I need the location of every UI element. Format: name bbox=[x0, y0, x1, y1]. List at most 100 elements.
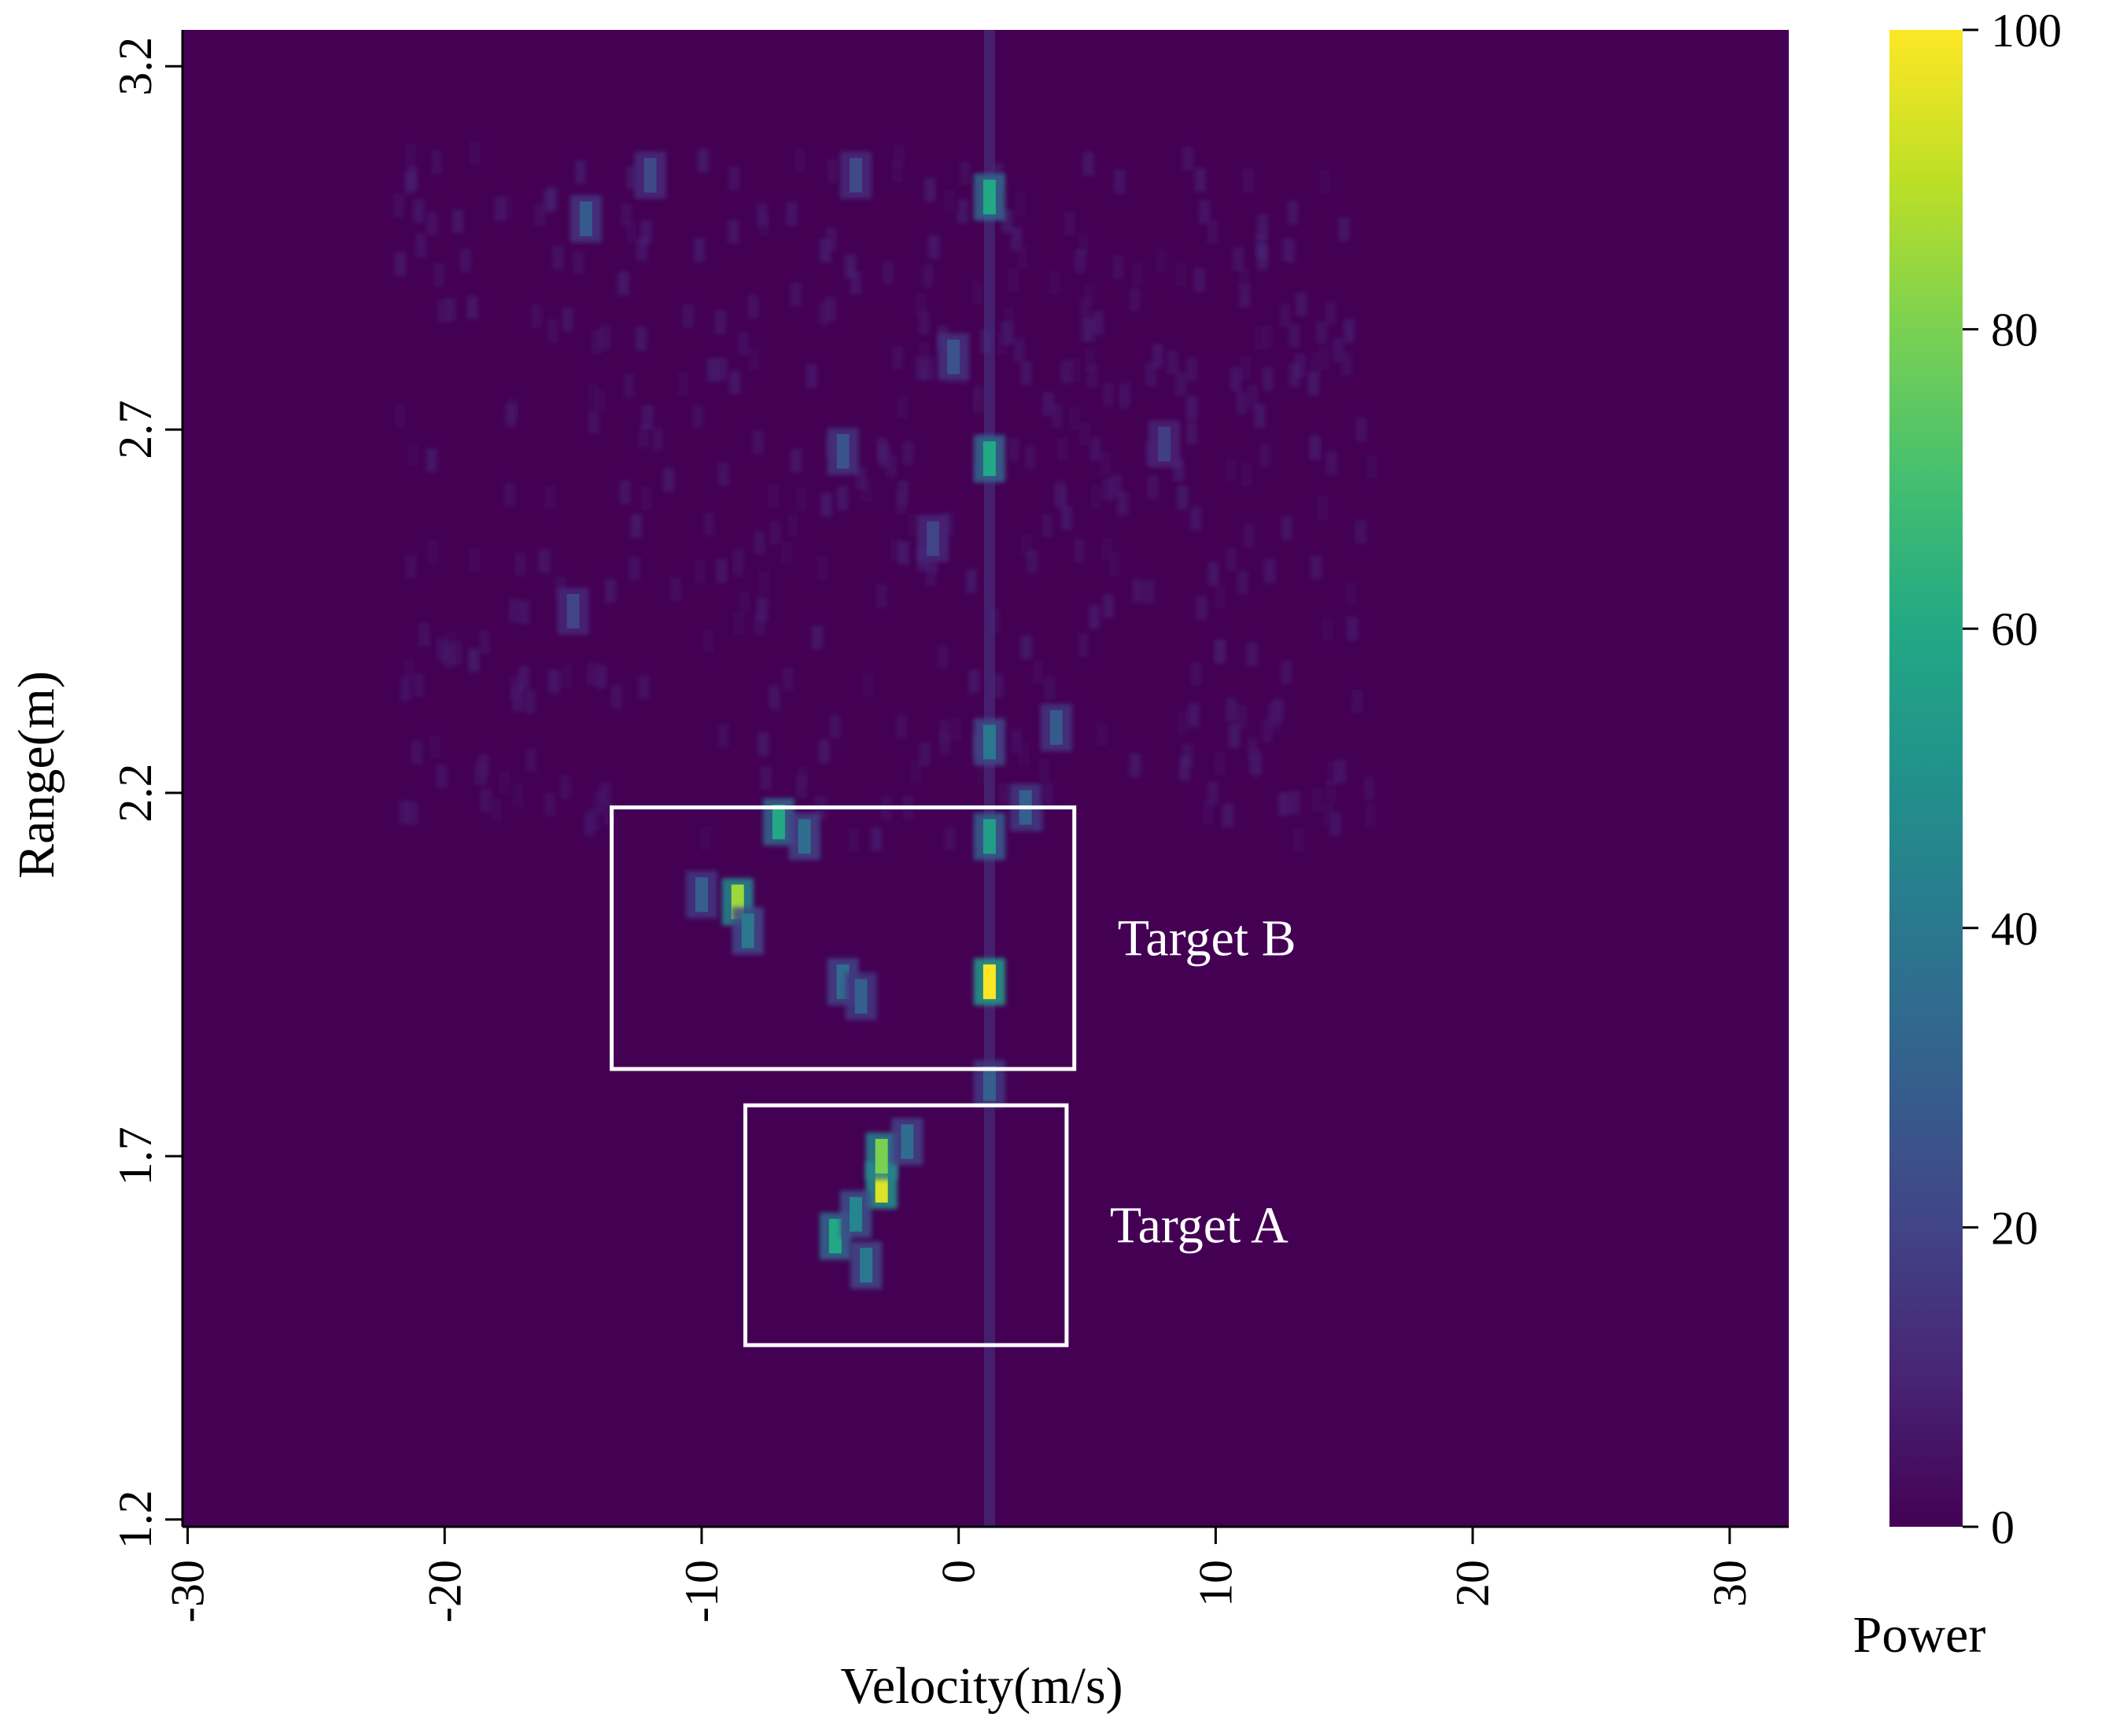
hotspot-cell bbox=[947, 339, 960, 374]
noise-cell bbox=[1089, 605, 1100, 629]
noise-cell bbox=[452, 209, 464, 234]
hotspot-cell bbox=[875, 1138, 888, 1174]
hotspot-cell bbox=[982, 441, 996, 477]
noise-cell bbox=[1311, 555, 1322, 579]
noise-cell bbox=[882, 260, 894, 285]
noise-cell bbox=[1008, 437, 1020, 462]
hotspot-cell bbox=[850, 1196, 863, 1232]
noise-cell bbox=[1078, 633, 1089, 658]
noise-cell bbox=[836, 486, 848, 510]
x-tick-label: -20 bbox=[418, 1560, 470, 1623]
hotspot-cell bbox=[901, 1124, 914, 1159]
noise-cell bbox=[413, 199, 425, 223]
noise-cell bbox=[997, 330, 1008, 355]
noise-cell bbox=[898, 541, 909, 566]
noise-cell bbox=[697, 149, 709, 173]
noise-cell bbox=[1177, 485, 1189, 510]
noise-cell bbox=[737, 332, 749, 356]
noise-cell bbox=[1102, 594, 1114, 618]
noise-cell bbox=[400, 677, 411, 702]
noise-cell bbox=[437, 299, 448, 323]
noise-cell bbox=[629, 556, 640, 581]
noise-cell bbox=[1084, 283, 1096, 308]
noise-cell bbox=[717, 462, 729, 486]
noise-cell bbox=[1226, 698, 1237, 722]
y-tick-label: 1.7 bbox=[109, 1126, 161, 1185]
noise-cell bbox=[927, 234, 939, 259]
noise-cell bbox=[1131, 262, 1143, 286]
noise-cell bbox=[1075, 249, 1086, 273]
noise-cell bbox=[1226, 547, 1237, 572]
noise-cell bbox=[1090, 485, 1102, 509]
noise-cell bbox=[1233, 247, 1244, 271]
noise-cell bbox=[1202, 799, 1214, 824]
noise-cell bbox=[1257, 214, 1269, 238]
noise-cell bbox=[795, 487, 807, 511]
noise-cell bbox=[1355, 418, 1367, 442]
noise-cell bbox=[1061, 506, 1072, 530]
target-label: Target B bbox=[1118, 910, 1296, 968]
noise-cell bbox=[426, 212, 438, 236]
noise-cell bbox=[433, 263, 445, 287]
noise-cell bbox=[1309, 352, 1321, 376]
noise-cell bbox=[754, 530, 765, 555]
noise-cell bbox=[1236, 705, 1248, 728]
noise-cell bbox=[426, 448, 437, 473]
noise-cell bbox=[768, 484, 780, 508]
noise-cell bbox=[1041, 514, 1053, 538]
noise-cell bbox=[937, 645, 949, 669]
noise-cell bbox=[885, 454, 897, 478]
noise-cell bbox=[747, 346, 759, 370]
noise-cell bbox=[1185, 421, 1197, 444]
x-tick-label: 20 bbox=[1447, 1560, 1499, 1607]
x-tick-label: 0 bbox=[933, 1560, 985, 1583]
noise-cell bbox=[1238, 267, 1250, 292]
hotspot-cell bbox=[566, 594, 580, 629]
noise-cell bbox=[1281, 516, 1292, 540]
noise-cell bbox=[1114, 169, 1126, 194]
noise-cell bbox=[786, 202, 798, 227]
noise-cell bbox=[503, 483, 515, 507]
noise-cell bbox=[1056, 437, 1068, 462]
noise-cell bbox=[1032, 660, 1044, 684]
noise-cell bbox=[703, 512, 715, 536]
noise-cell bbox=[538, 549, 550, 573]
noise-cell bbox=[1237, 570, 1248, 595]
noise-cell bbox=[732, 554, 744, 578]
noise-cell bbox=[1215, 639, 1226, 663]
noise-cell bbox=[1145, 363, 1157, 387]
noise-cell bbox=[795, 774, 807, 798]
noise-cell bbox=[758, 732, 769, 756]
noise-cell bbox=[1042, 392, 1054, 416]
noise-cell bbox=[1082, 152, 1094, 176]
noise-cell bbox=[495, 197, 507, 221]
noise-cell bbox=[610, 684, 622, 709]
noise-cell bbox=[443, 643, 455, 668]
noise-cell bbox=[950, 717, 962, 742]
colorbar-tick-label: 0 bbox=[1991, 1502, 2015, 1554]
noise-cell bbox=[714, 310, 726, 334]
noise-cell bbox=[1257, 245, 1269, 270]
noise-cell bbox=[1079, 422, 1091, 446]
hotspot-cell bbox=[1158, 426, 1171, 462]
noise-cell bbox=[670, 577, 681, 602]
hotspot-cell bbox=[1049, 710, 1063, 745]
x-axis-label: Velocity(m/s) bbox=[840, 1657, 1123, 1715]
noise-cell bbox=[863, 673, 874, 697]
noise-cell bbox=[1214, 585, 1226, 609]
noise-cell bbox=[1143, 580, 1155, 604]
noise-cell bbox=[1322, 617, 1333, 641]
noise-cell bbox=[1152, 344, 1164, 368]
noise-cell bbox=[695, 559, 706, 584]
noise-cell bbox=[1038, 758, 1050, 783]
noise-cell bbox=[919, 341, 930, 366]
noise-cell bbox=[393, 194, 404, 218]
noise-cell bbox=[1185, 357, 1197, 381]
noise-cell bbox=[787, 513, 798, 537]
noise-cell bbox=[1044, 676, 1056, 700]
noise-cell bbox=[619, 480, 631, 504]
noise-cell bbox=[560, 665, 572, 689]
noise-cell bbox=[431, 150, 442, 175]
hotspot-cell bbox=[854, 979, 868, 1014]
noise-cell bbox=[1100, 452, 1111, 476]
